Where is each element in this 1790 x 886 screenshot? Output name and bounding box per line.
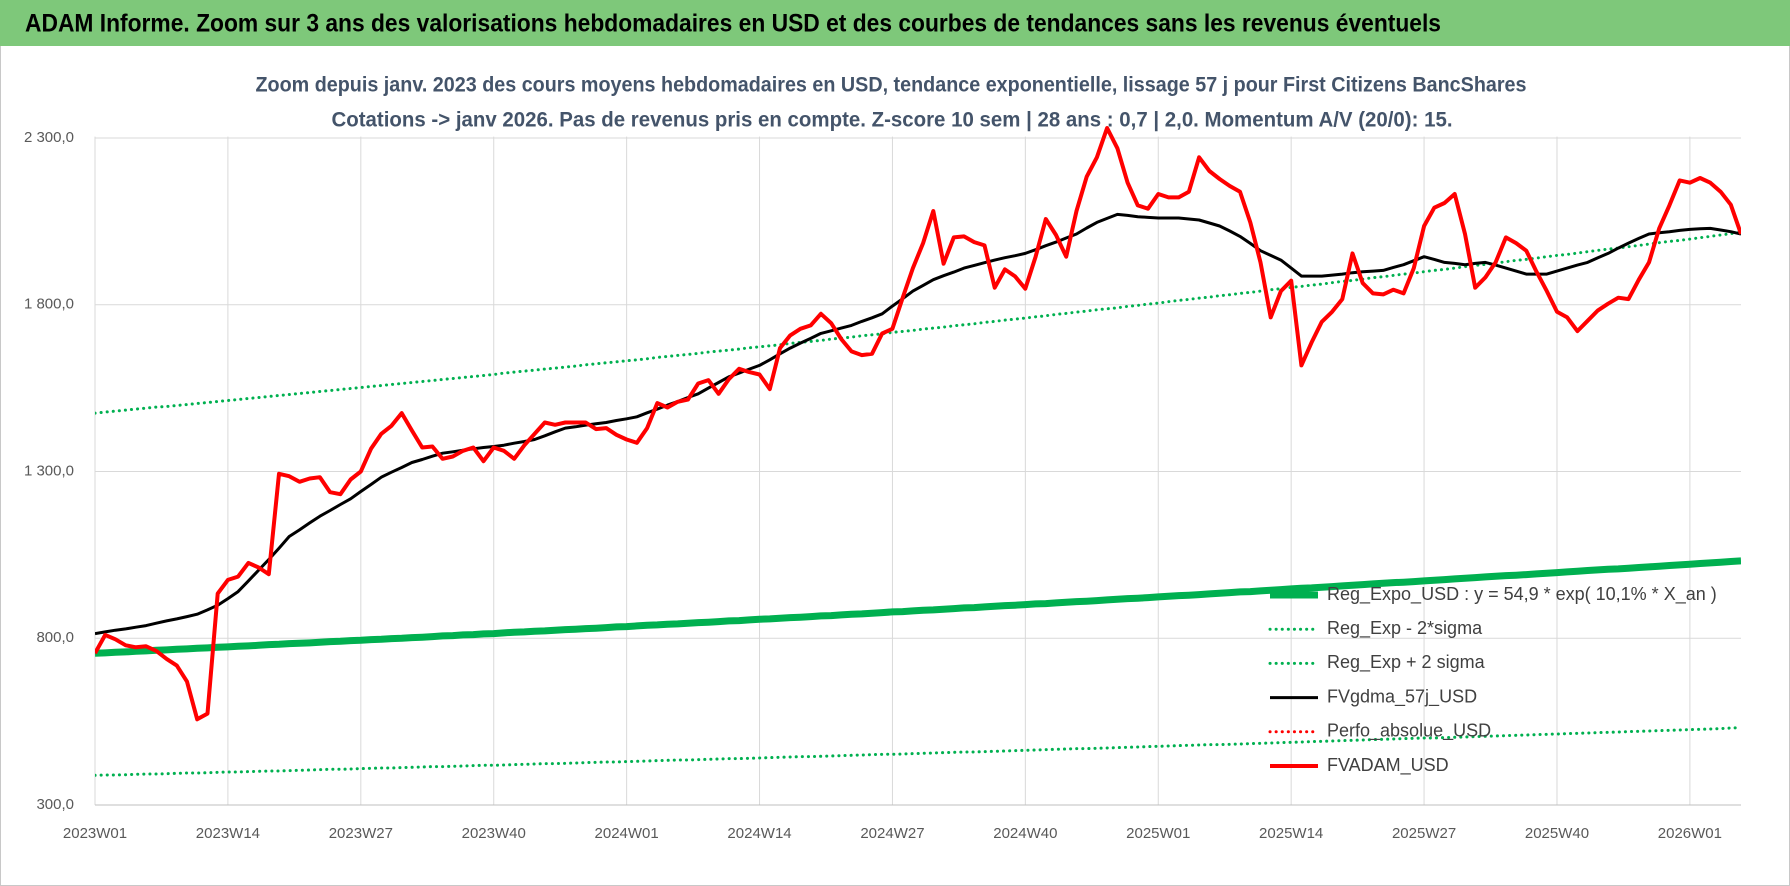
x-tick-label: 2023W40 [462,825,526,842]
y-tick-label: 1 800,0 [24,296,74,313]
series-line [95,126,1741,722]
x-tick-label: 2024W40 [993,825,1057,842]
y-tick-label: 800,0 [36,629,74,646]
legend-label: FVgdma_57j_USD [1327,686,1477,707]
series-line [95,557,1741,657]
x-tick-label: 2023W14 [196,825,260,842]
x-tick-label: 2023W27 [329,825,393,842]
series-line [95,726,1741,777]
header-bar [0,0,1790,46]
x-tick-label: 2024W27 [860,825,924,842]
x-tick-label: 2023W01 [63,825,127,842]
series-line [95,230,1741,415]
x-tick-label: 2025W40 [1525,825,1589,842]
y-tick-label: 300,0 [36,796,74,813]
legend-label: Reg_Expo_USD : y = 54,9 * exp( 10,1% * X… [1327,584,1717,605]
y-tick-label: 2 300,0 [24,129,74,146]
y-tick-label: 1 300,0 [24,462,74,479]
header-title: ADAM Informe. Zoom sur 3 ans des valoris… [25,10,1441,38]
chart-title: Zoom depuis janv. 2023 des cours moyens … [256,74,1527,97]
x-tick-label: 2024W14 [727,825,791,842]
chart-subtitle: Cotations -> janv 2026. Pas de revenus p… [332,109,1453,132]
x-tick-label: 2025W14 [1259,825,1323,842]
legend-label: Reg_Exp + 2 sigma [1327,652,1486,673]
x-tick-label: 2025W01 [1126,825,1190,842]
legend-label: FVADAM_USD [1327,755,1449,776]
legend-label: Reg_Exp - 2*sigma [1327,618,1483,639]
x-tick-label: 2026W01 [1658,825,1722,842]
x-tick-label: 2025W27 [1392,825,1456,842]
x-tick-label: 2024W01 [595,825,659,842]
legend-label: Perfo_absolue_USD [1327,721,1491,742]
series-line [95,212,1741,636]
